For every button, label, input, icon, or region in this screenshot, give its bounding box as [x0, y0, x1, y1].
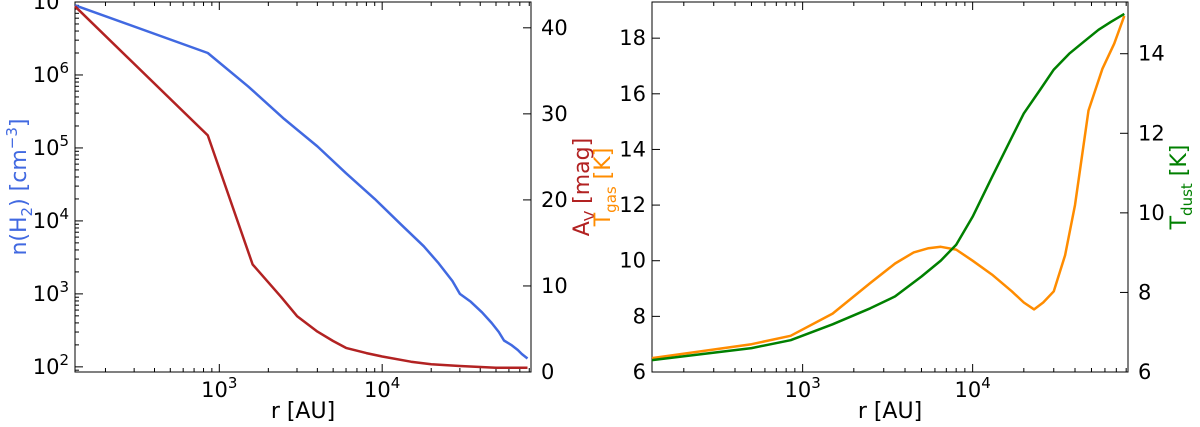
- y-right-tick-label: 12: [1138, 121, 1165, 145]
- y-left-axis-label: Tgas [K]: [591, 148, 620, 228]
- x-axis-label: r [AU]: [271, 399, 335, 423]
- y-right-tick-label: 6: [1138, 360, 1151, 384]
- y-right-tick-label: 10: [1138, 201, 1165, 225]
- y-left-tick-label: 8: [633, 304, 646, 328]
- y-left-tick-label: 102: [33, 351, 69, 379]
- y-left-tick-label: 18: [619, 26, 646, 50]
- series-line-left: [74, 4, 529, 360]
- y-left-tick-label: 105: [33, 132, 69, 160]
- x-tick-label: 103: [201, 374, 237, 402]
- x-tick-label: 103: [784, 374, 820, 402]
- y-left-tick-label: 104: [33, 205, 69, 233]
- plot-frame: [651, 1, 1129, 373]
- series-line-right: [74, 5, 528, 369]
- x-tick-label: 104: [955, 374, 991, 402]
- series-line-left: [651, 15, 1126, 360]
- y-left-tick-label: 16: [619, 82, 646, 106]
- y-left-axis-label: n(H2) [cm−3]: [3, 118, 36, 255]
- y-left-tick-label: 107: [33, 0, 69, 14]
- y-right-tick-label: 14: [1138, 42, 1165, 66]
- plot-frame: [74, 1, 532, 373]
- y-right-tick-label: 0: [541, 360, 554, 384]
- y-left-tick-label: 14: [619, 137, 646, 161]
- y-left-tick-label: 12: [619, 193, 646, 217]
- x-tick-label: 104: [364, 374, 400, 402]
- y-right-tick-label: 30: [541, 102, 568, 126]
- y-right-tick-label: 8: [1138, 280, 1151, 304]
- y-right-axis-label: AV [mag]: [570, 138, 599, 236]
- series-line-right: [651, 12, 1125, 362]
- y-left-tick-label: 10: [619, 249, 646, 273]
- y-right-tick-label: 20: [541, 188, 568, 212]
- y-left-tick-label: 103: [33, 278, 69, 306]
- x-axis-label: r [AU]: [858, 399, 922, 423]
- y-right-tick-label: 10: [541, 274, 568, 298]
- y-right-tick-label: 40: [541, 16, 568, 40]
- y-left-tick-label: 106: [33, 59, 69, 87]
- y-right-axis-label: Tdust [K]: [1167, 145, 1196, 231]
- y-left-tick-label: 6: [633, 360, 646, 384]
- left-panel-density-extinction: 103 104 r [AU] 102 103 104 105 106 107 0 10 20 30 40 n…: [3, 0, 599, 424]
